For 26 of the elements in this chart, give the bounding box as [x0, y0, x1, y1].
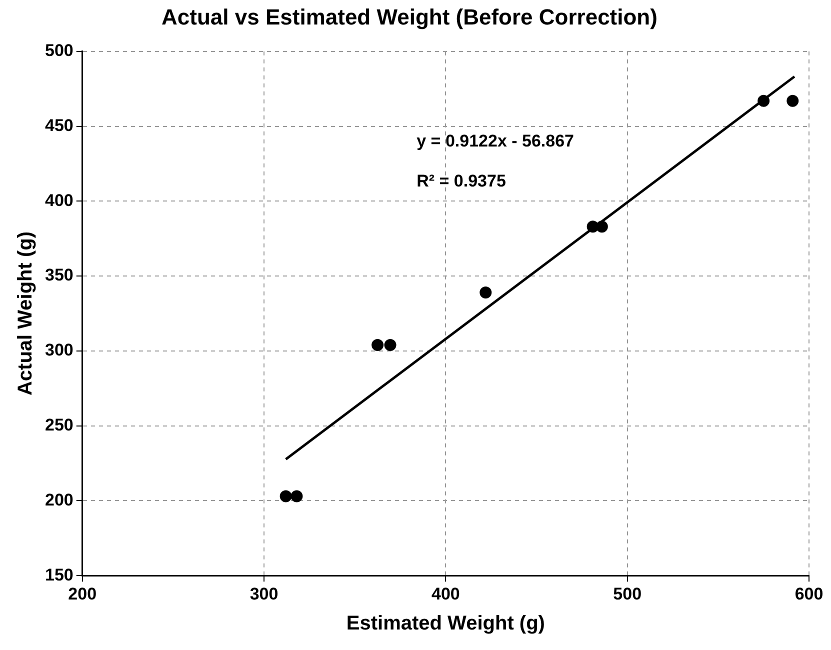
y-tick-label: 350: [44, 266, 74, 285]
point: [384, 338, 396, 351]
point: [290, 490, 303, 502]
y-tick-label: 150: [44, 565, 74, 584]
x-tick-label: 400: [431, 584, 460, 604]
x-tick-label: 600: [794, 584, 824, 604]
point: [758, 94, 770, 107]
point: [480, 286, 492, 299]
y-axis-title: Actual Weight (g): [14, 231, 37, 396]
x-axis-title: Estimated Weight (g): [346, 612, 545, 635]
annotation: R² = 0.9375: [416, 171, 506, 190]
y-tick-label: 250: [44, 416, 74, 435]
point: [372, 338, 384, 351]
y-tick-label: 400: [44, 190, 74, 210]
x-tick-label: 300: [250, 584, 278, 604]
point: [280, 490, 292, 502]
y-tick-label: 300: [44, 340, 74, 360]
y-tick-label: 200: [44, 490, 74, 510]
x-tick-label: 200: [68, 584, 97, 604]
chart-title: Actual vs Estimated Weight (Before Correction): [162, 4, 658, 30]
y-tick-label: 500: [44, 41, 74, 60]
y-tick-label: 450: [44, 116, 74, 135]
x-tick-label: 500: [613, 584, 642, 604]
annotation: y = 0.9122x - 56.867: [416, 131, 574, 150]
point: [786, 94, 799, 107]
point: [596, 220, 608, 233]
